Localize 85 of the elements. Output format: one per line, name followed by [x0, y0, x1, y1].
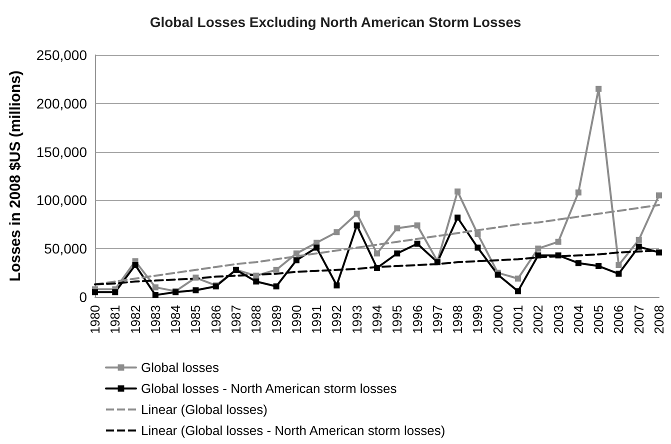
x-tick-label: 2000 — [490, 305, 506, 334]
point — [454, 214, 461, 221]
point — [394, 250, 400, 256]
point — [334, 282, 340, 288]
x-tick-label: 1999 — [470, 305, 486, 334]
x-tick-label: 1992 — [329, 305, 344, 334]
point — [656, 192, 662, 198]
point — [293, 250, 300, 256]
point — [474, 244, 481, 251]
x-tick-label: 1987 — [228, 305, 244, 334]
point — [535, 246, 542, 252]
legend-label: Global losses — [141, 360, 220, 375]
x-tick-label: 1982 — [128, 305, 143, 334]
x-tick-label: 1997 — [430, 305, 445, 334]
x-tick-label: 1980 — [88, 305, 102, 334]
x-tick-label: 1986 — [208, 305, 224, 334]
y-tick-label: 50,000 — [44, 240, 88, 257]
point — [354, 222, 360, 228]
x-tick-label: 1996 — [410, 305, 425, 334]
x-tick-label: 2002 — [530, 305, 546, 334]
x-tick-label: 1994 — [370, 305, 384, 334]
point — [596, 86, 602, 92]
y-tick-label: 150,000 — [36, 144, 88, 160]
point — [152, 292, 158, 298]
x-tick-label: 1984 — [168, 305, 184, 334]
point — [474, 231, 481, 238]
point — [192, 287, 199, 294]
point — [555, 252, 562, 258]
point — [515, 288, 521, 294]
point — [575, 260, 582, 266]
point — [132, 262, 138, 268]
point — [334, 229, 340, 236]
point — [454, 188, 461, 194]
point — [555, 238, 562, 245]
point — [253, 272, 260, 279]
y-tick-label: 250,000 — [36, 47, 88, 63]
y-tick-label: 100,000 — [36, 192, 88, 208]
point — [273, 266, 280, 273]
y-tick-label: 200,000 — [36, 95, 88, 112]
x-tick-label: 2004 — [570, 305, 586, 334]
x-tick-label: 1993 — [349, 305, 364, 334]
point — [273, 283, 280, 290]
point — [515, 276, 521, 282]
point — [535, 252, 542, 258]
x-tick-label: 2005 — [591, 305, 606, 334]
y-tick-label: 0 — [79, 289, 88, 305]
x-tick-label: 2008 — [652, 305, 666, 334]
x-tick-label: 1998 — [450, 305, 466, 334]
point — [112, 289, 118, 296]
x-tick-label: 1988 — [248, 305, 264, 334]
point — [394, 225, 400, 232]
legend-label: Linear (Global losses) — [141, 402, 268, 417]
x-tick-label: 1989 — [268, 305, 284, 334]
point — [314, 244, 320, 251]
point — [374, 250, 380, 256]
x-tick-label: 1985 — [188, 305, 204, 334]
point — [575, 189, 582, 196]
x-tick-label: 1981 — [108, 305, 123, 334]
point — [414, 240, 420, 247]
point — [354, 210, 360, 217]
point — [636, 244, 642, 250]
point — [192, 274, 199, 281]
y-axis-title: Losses in 2008 $US (millions) — [7, 70, 24, 282]
x-tick-label: 1991 — [309, 305, 324, 334]
x-tick-label: 1990 — [288, 305, 304, 334]
point — [616, 262, 622, 268]
x-tick-label: 1995 — [390, 305, 405, 334]
legend-label: Linear (Global losses - North American storm losses) — [141, 423, 446, 438]
legend-label: Global losses - North American storm losses — [141, 381, 398, 396]
point — [636, 236, 642, 243]
x-tick-label: 1983 — [148, 305, 163, 334]
point — [374, 264, 380, 271]
point — [253, 278, 260, 285]
x-tick-label: 2003 — [550, 305, 566, 334]
x-tick-label: 2001 — [510, 305, 526, 334]
point — [293, 257, 300, 264]
point — [616, 270, 622, 277]
x-tick-label: 2006 — [611, 305, 626, 334]
chart-title: Global Losses Excluding North American Storm Losses — [150, 14, 522, 30]
point — [656, 249, 662, 256]
x-tick-label: 2007 — [631, 305, 646, 334]
point — [414, 222, 420, 228]
point — [92, 289, 98, 296]
point — [596, 263, 602, 270]
point — [152, 284, 158, 290]
